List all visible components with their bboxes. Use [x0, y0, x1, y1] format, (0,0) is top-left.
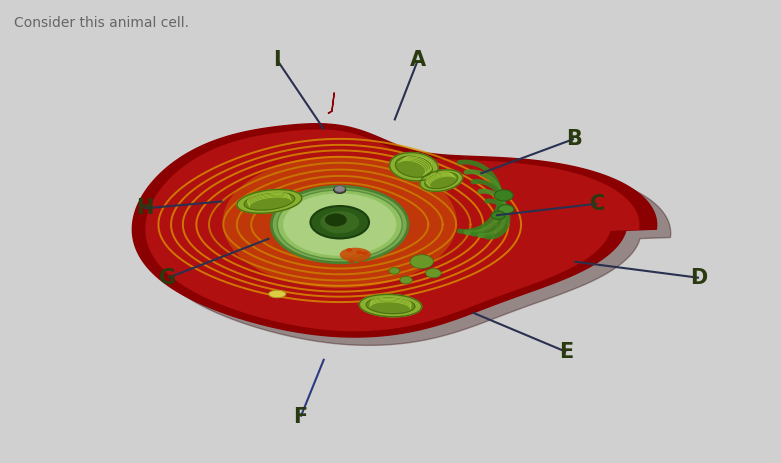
Polygon shape — [390, 153, 438, 181]
Ellipse shape — [320, 211, 359, 233]
Circle shape — [346, 248, 352, 252]
Text: G: G — [159, 268, 177, 288]
Ellipse shape — [272, 186, 408, 263]
Text: E: E — [559, 342, 573, 362]
Polygon shape — [425, 173, 458, 188]
Circle shape — [348, 260, 355, 263]
Text: I: I — [273, 50, 281, 70]
Polygon shape — [146, 132, 671, 345]
Polygon shape — [244, 193, 294, 210]
Polygon shape — [359, 294, 422, 317]
Text: F: F — [294, 407, 308, 427]
Ellipse shape — [277, 190, 402, 259]
Text: H: H — [136, 198, 153, 219]
Circle shape — [426, 269, 441, 278]
Circle shape — [356, 250, 362, 254]
Circle shape — [358, 261, 365, 264]
Circle shape — [494, 190, 513, 201]
Polygon shape — [395, 156, 433, 177]
Text: A: A — [410, 50, 426, 70]
Text: Consider this animal cell.: Consider this animal cell. — [14, 16, 189, 30]
Polygon shape — [366, 298, 415, 313]
Circle shape — [334, 186, 345, 192]
Polygon shape — [132, 124, 657, 337]
Circle shape — [362, 251, 368, 255]
Ellipse shape — [310, 206, 369, 238]
Text: B: B — [566, 129, 582, 149]
Circle shape — [389, 268, 400, 274]
Ellipse shape — [283, 194, 396, 256]
Circle shape — [498, 205, 514, 214]
Text: D: D — [690, 268, 708, 288]
Ellipse shape — [340, 248, 371, 262]
Circle shape — [410, 255, 433, 269]
Polygon shape — [237, 189, 302, 213]
Circle shape — [400, 276, 412, 284]
Circle shape — [325, 213, 347, 226]
Polygon shape — [420, 170, 462, 191]
Circle shape — [491, 211, 505, 219]
Polygon shape — [146, 130, 639, 331]
Polygon shape — [328, 93, 334, 113]
Text: C: C — [590, 194, 605, 214]
Ellipse shape — [223, 156, 457, 288]
Ellipse shape — [269, 290, 286, 298]
Circle shape — [333, 186, 346, 194]
